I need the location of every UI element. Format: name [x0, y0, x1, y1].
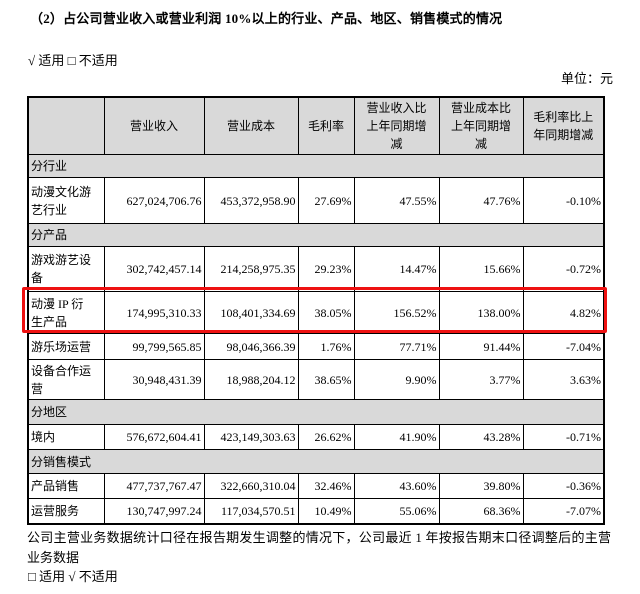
margin-value: 27.69% — [297, 177, 355, 224]
cost-yoy-value: 43.28% — [438, 424, 524, 450]
revenue-value: 30,948,431.39 — [103, 359, 205, 400]
cost-yoy-value: 68.36% — [438, 498, 524, 524]
revenue-value: 130,747,997.24 — [103, 498, 205, 524]
row-label: 游乐场运营 — [27, 333, 105, 360]
row-label: 运营服务 — [27, 498, 105, 524]
revenue-value: 174,995,310.33 — [103, 291, 205, 334]
section-label: 分行业 — [27, 154, 605, 178]
revenue-yoy-value: 47.55% — [353, 177, 440, 224]
row-label: 游戏游艺设 备 — [27, 246, 105, 292]
header-cell-margin: 毛利率 — [297, 96, 355, 155]
cost-value: 108,401,334.69 — [203, 291, 299, 334]
header-cell-revenue-yoy: 营业收入比 上年同期增 减 — [353, 96, 440, 155]
header-cell-revenue: 营业收入 — [103, 96, 205, 155]
table-row-equipment-coop: 设备合作运 营 30,948,431.39 18,988,204.12 38.6… — [27, 359, 605, 400]
margin-value: 10.49% — [297, 498, 355, 524]
margin-yoy-value: -0.36% — [522, 473, 605, 499]
margin-value: 32.46% — [297, 473, 355, 499]
section-row-industry: 分行业 — [27, 154, 605, 178]
segment-report-table: 营业收入 营业成本 毛利率 营业收入比 上年同期增 减 营业成本比 上年同期增 … — [27, 96, 605, 525]
cost-value: 117,034,570.51 — [203, 498, 299, 524]
section-label: 分地区 — [27, 399, 605, 425]
row-label: 动漫文化游 艺行业 — [27, 177, 105, 224]
margin-value: 38.05% — [297, 291, 355, 334]
unit-label: 单位：元 — [560, 71, 613, 86]
cost-value: 98,046,366.39 — [203, 333, 299, 360]
margin-value: 38.65% — [297, 359, 355, 400]
table-row-animation-industry: 动漫文化游 艺行业 627,024,706.76 453,372,958.90 … — [27, 177, 605, 224]
revenue-yoy-value: 41.90% — [353, 424, 440, 450]
revenue-value: 576,672,604.41 — [103, 424, 205, 450]
margin-yoy-value: 4.82% — [522, 291, 605, 334]
cost-yoy-value: 3.77% — [438, 359, 524, 400]
table-row-anime-ip-products: 动漫 IP 衍 生产品 174,995,310.33 108,401,334.6… — [27, 291, 605, 334]
margin-yoy-value: -0.71% — [522, 424, 605, 450]
table-row-operation-service: 运营服务 130,747,997.24 117,034,570.51 10.49… — [27, 498, 605, 524]
table-row-amusement-park: 游乐场运营 99,799,565.85 98,046,366.39 1.76% … — [27, 333, 605, 360]
section-row-product: 分产品 — [27, 223, 605, 247]
row-label: 境内 — [27, 424, 105, 450]
table-row-game-equipment: 游戏游艺设 备 302,742,457.14 214,258,975.35 29… — [27, 246, 605, 292]
table-header-row: 营业收入 营业成本 毛利率 营业收入比 上年同期增 减 营业成本比 上年同期增 … — [27, 96, 605, 155]
margin-yoy-value: -0.10% — [522, 177, 605, 224]
revenue-yoy-value: 14.47% — [353, 246, 440, 292]
cost-value: 322,660,310.04 — [203, 473, 299, 499]
revenue-yoy-value: 43.60% — [353, 473, 440, 499]
section-label: 分销售模式 — [27, 449, 605, 474]
revenue-value: 99,799,565.85 — [103, 333, 205, 360]
section-row-region: 分地区 — [27, 399, 605, 425]
margin-yoy-value: -7.04% — [522, 333, 605, 360]
revenue-yoy-value: 55.06% — [353, 498, 440, 524]
cost-value: 214,258,975.35 — [203, 246, 299, 292]
margin-value: 26.62% — [297, 424, 355, 450]
cost-yoy-value: 138.00% — [438, 291, 524, 334]
section-label: 分产品 — [27, 223, 605, 247]
cost-yoy-value: 47.76% — [438, 177, 524, 224]
margin-yoy-value: 3.63% — [522, 359, 605, 400]
header-cell-cost-yoy: 营业成本比 上年同期增 减 — [438, 96, 524, 155]
cost-yoy-value: 39.80% — [438, 473, 524, 499]
cost-yoy-value: 91.44% — [438, 333, 524, 360]
margin-yoy-value: -0.72% — [522, 246, 605, 292]
table-row-product-sales: 产品销售 477,737,767.47 322,660,310.04 32.46… — [27, 473, 605, 499]
section-title: （2）占公司营业收入或营业利润 10%以上的行业、产品、地区、销售模式的情况 — [30, 11, 503, 26]
revenue-yoy-value: 9.90% — [353, 359, 440, 400]
revenue-value: 477,737,767.47 — [103, 473, 205, 499]
margin-value: 29.23% — [297, 246, 355, 292]
applicable-selector-top: √ 适用 □ 不适用 — [28, 53, 118, 68]
applicable-selector-bottom: □ 适用 √ 不适用 — [28, 569, 118, 584]
cost-value: 18,988,204.12 — [203, 359, 299, 400]
header-cell-empty — [27, 96, 105, 155]
table-row-domestic: 境内 576,672,604.41 423,149,303.63 26.62% … — [27, 424, 605, 450]
margin-yoy-value: -7.07% — [522, 498, 605, 524]
row-label: 动漫 IP 衍 生产品 — [27, 291, 105, 334]
row-label: 产品销售 — [27, 473, 105, 499]
revenue-value: 627,024,706.76 — [103, 177, 205, 224]
margin-value: 1.76% — [297, 333, 355, 360]
cost-yoy-value: 15.66% — [438, 246, 524, 292]
cost-value: 423,149,303.63 — [203, 424, 299, 450]
revenue-value: 302,742,457.14 — [103, 246, 205, 292]
section-row-sales-model: 分销售模式 — [27, 449, 605, 474]
footer-note: 公司主营业务数据统计口径在报告期发生调整的情况下，公司最近 1 年按报告期末口径… — [27, 530, 611, 565]
cost-value: 453,372,958.90 — [203, 177, 299, 224]
header-cell-margin-yoy: 毛利率比上 年同期增减 — [522, 96, 605, 155]
row-label: 设备合作运 营 — [27, 359, 105, 400]
header-cell-cost: 营业成本 — [203, 96, 299, 155]
revenue-yoy-value: 77.71% — [353, 333, 440, 360]
revenue-yoy-value: 156.52% — [353, 291, 440, 334]
